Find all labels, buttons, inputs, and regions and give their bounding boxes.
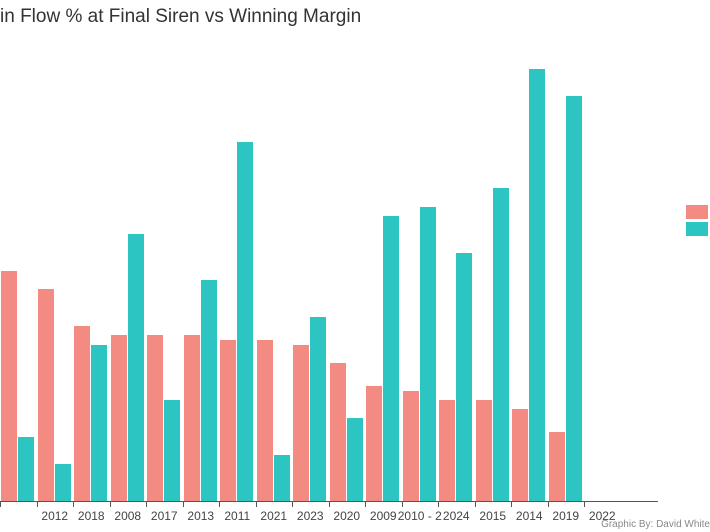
x-tick <box>329 501 330 507</box>
bar-series-a <box>257 340 273 501</box>
bar-series-a <box>220 340 236 501</box>
bar-series-b <box>237 142 253 501</box>
bar-series-a <box>330 363 346 501</box>
bar-group: 2013 <box>183 41 220 501</box>
x-tick <box>511 501 512 507</box>
x-tick <box>292 501 293 507</box>
plot-area: 2012201820082017201320112021202320202009… <box>0 41 658 502</box>
x-tick-label: 2024 <box>443 509 470 523</box>
bar-group: 2019 <box>548 41 585 501</box>
bar-series-b <box>420 207 436 501</box>
legend-swatch <box>686 222 708 236</box>
bar-group: 2017 <box>146 41 183 501</box>
bar-series-a <box>293 345 309 501</box>
x-tick-label: 2017 <box>151 509 178 523</box>
bar-group: 2010 - 2 <box>402 41 439 501</box>
bar-series-a <box>74 326 90 501</box>
bar-group: 2008 <box>110 41 147 501</box>
legend-swatch <box>686 205 708 219</box>
x-tick-label: 2011 <box>224 509 250 523</box>
bar-series-b <box>274 455 290 501</box>
bar-series-b <box>164 400 180 501</box>
bar-group: 2009 <box>365 41 402 501</box>
x-tick <box>475 501 476 507</box>
x-tick <box>73 501 74 507</box>
bar-group: 2020 <box>329 41 366 501</box>
bar-group: 2024 <box>438 41 475 501</box>
x-tick-label: 2009 <box>370 509 397 523</box>
x-tick-label: 2021 <box>260 509 287 523</box>
bar-series-b <box>18 437 34 501</box>
bar-series-b <box>201 280 217 501</box>
bar-series-b <box>493 188 509 501</box>
bar-series-a <box>38 289 54 501</box>
x-tick-label: 2010 - 2 <box>398 509 442 523</box>
bar-series-b <box>55 464 71 501</box>
bar-series-a <box>1 271 17 501</box>
bar-group: 2015 <box>475 41 512 501</box>
bar-group: 2014 <box>511 41 548 501</box>
x-tick <box>0 501 1 507</box>
bar-series-a <box>147 335 163 501</box>
credit-line: Graphic By: David White <box>601 519 710 530</box>
x-tick <box>146 501 147 507</box>
bar-series-a <box>111 335 127 501</box>
bar-group: 2011 <box>219 41 256 501</box>
bar-series-a <box>403 391 419 501</box>
bar-series-a <box>476 400 492 501</box>
bar-series-b <box>347 418 363 501</box>
x-tick <box>548 501 549 507</box>
x-tick-label: 2012 <box>41 509 68 523</box>
bar-group: 2021 <box>256 41 293 501</box>
bar-series-b <box>529 69 545 501</box>
bar-series-b <box>128 234 144 501</box>
x-tick <box>219 501 220 507</box>
bar-group <box>0 41 37 501</box>
x-tick-label: 2015 <box>479 509 506 523</box>
bar-series-b <box>456 253 472 501</box>
bar-group: 2018 <box>73 41 110 501</box>
x-tick-label: 2013 <box>187 509 214 523</box>
chart-title: in Flow % at Final Siren vs Winning Marg… <box>0 6 361 28</box>
x-tick <box>365 501 366 507</box>
bar-series-b <box>383 216 399 501</box>
x-tick <box>183 501 184 507</box>
x-tick <box>402 501 403 507</box>
x-tick-label: 2023 <box>297 509 324 523</box>
x-tick-label: 2020 <box>333 509 360 523</box>
x-tick <box>110 501 111 507</box>
bar-group: 2023 <box>292 41 329 501</box>
x-tick <box>256 501 257 507</box>
bar-series-a <box>512 409 528 501</box>
x-tick-label: 2014 <box>516 509 543 523</box>
bar-series-b <box>566 96 582 501</box>
bar-series-a <box>184 335 200 501</box>
x-tick-label: 2019 <box>552 509 579 523</box>
x-tick <box>438 501 439 507</box>
bar-group: 2012 <box>37 41 74 501</box>
bar-series-b <box>91 345 107 501</box>
bar-series-a <box>366 386 382 501</box>
bar-series-a <box>439 400 455 501</box>
bar-group: 2022 <box>584 41 621 501</box>
x-tick <box>584 501 585 507</box>
bar-series-b <box>310 317 326 501</box>
x-tick-label: 2018 <box>78 509 105 523</box>
x-tick-label: 2008 <box>114 509 141 523</box>
x-tick <box>37 501 38 507</box>
bar-series-a <box>549 432 565 501</box>
